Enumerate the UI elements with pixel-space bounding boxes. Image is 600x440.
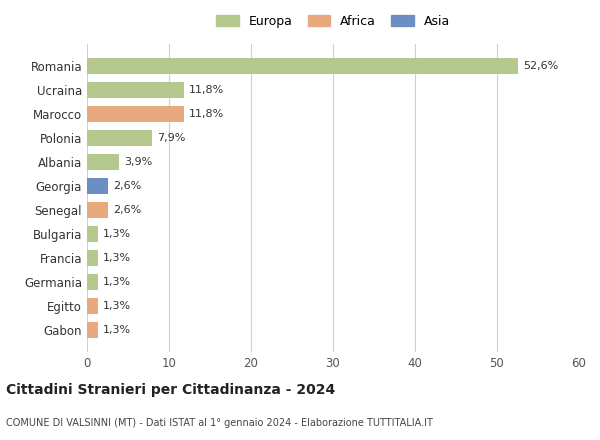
Text: 11,8%: 11,8% [188,109,224,119]
Bar [87,178,109,194]
Bar [87,250,98,266]
Text: Cittadini Stranieri per Cittadinanza - 2024: Cittadini Stranieri per Cittadinanza - 2… [6,383,335,397]
Text: 2,6%: 2,6% [113,181,142,191]
Text: COMUNE DI VALSINNI (MT) - Dati ISTAT al 1° gennaio 2024 - Elaborazione TUTTITALI: COMUNE DI VALSINNI (MT) - Dati ISTAT al … [6,418,433,428]
Bar [87,274,98,290]
Bar [87,226,98,242]
Text: 3,9%: 3,9% [124,157,152,167]
Bar [87,323,98,338]
Bar [87,298,98,314]
Text: 1,3%: 1,3% [103,253,131,263]
Bar [87,58,518,73]
Text: 7,9%: 7,9% [157,133,185,143]
Bar [87,106,184,122]
Bar [87,202,109,218]
Text: 2,6%: 2,6% [113,205,142,215]
Text: 1,3%: 1,3% [103,301,131,311]
Bar [87,154,119,170]
Text: 11,8%: 11,8% [188,85,224,95]
Legend: Europa, Africa, Asia: Europa, Africa, Asia [212,11,454,32]
Text: 1,3%: 1,3% [103,277,131,287]
Bar [87,82,184,98]
Bar [87,130,152,146]
Text: 52,6%: 52,6% [523,61,559,71]
Text: 1,3%: 1,3% [103,229,131,239]
Text: 1,3%: 1,3% [103,325,131,335]
